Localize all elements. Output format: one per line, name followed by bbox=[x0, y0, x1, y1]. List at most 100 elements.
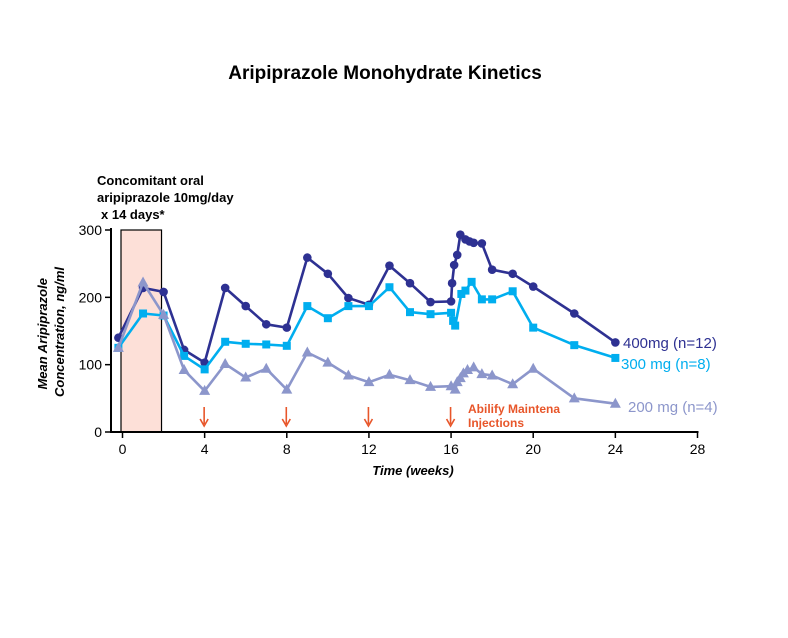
data-point bbox=[344, 293, 353, 303]
shaded-region-label: Concomitant oral aripiprazole 10mg/day x… bbox=[97, 173, 237, 222]
y-axis-label: Mean Aripiprazole Concentration, ng/ml bbox=[35, 267, 67, 397]
x-tick-label: 0 bbox=[119, 441, 127, 457]
injection-label-line-1: Abilify Maintena bbox=[468, 402, 560, 416]
data-point bbox=[486, 369, 498, 380]
injection-label-line-2: Injections bbox=[468, 416, 524, 430]
injection-label: Abilify Maintena Injections bbox=[468, 402, 563, 430]
data-point bbox=[568, 392, 580, 403]
y-tick-label: 100 bbox=[79, 357, 103, 373]
shaded-region-label-line-3: x 14 days* bbox=[101, 207, 166, 222]
data-point bbox=[570, 341, 579, 350]
series-label-200mg: 200 mg (n=4) bbox=[628, 399, 718, 416]
data-point bbox=[611, 353, 620, 362]
axes: 0 100 200 300 0 4 8 12 16 20 24 28 bbox=[79, 222, 706, 457]
data-point bbox=[508, 269, 517, 279]
data-point bbox=[457, 289, 466, 298]
data-point bbox=[199, 384, 211, 395]
y-tick-label: 0 bbox=[94, 424, 102, 440]
data-point bbox=[508, 287, 517, 296]
data-point bbox=[112, 341, 124, 352]
data-point bbox=[262, 340, 271, 349]
injection-arrowhead bbox=[363, 418, 374, 428]
data-point bbox=[303, 302, 312, 311]
data-point bbox=[220, 283, 230, 293]
data-point bbox=[260, 362, 272, 373]
oral-aripiprazole-shaded-region bbox=[120, 229, 163, 433]
data-point bbox=[363, 376, 375, 387]
data-point bbox=[529, 323, 538, 332]
series-label-400mg: 400mg (n=12) bbox=[623, 335, 717, 352]
data-point bbox=[611, 338, 620, 347]
data-point bbox=[447, 308, 456, 317]
data-point bbox=[469, 238, 478, 248]
data-point bbox=[180, 351, 189, 360]
data-point bbox=[282, 323, 292, 332]
data-point bbox=[241, 339, 250, 348]
data-point bbox=[507, 378, 519, 389]
series-2 bbox=[114, 277, 620, 374]
data-point bbox=[200, 365, 209, 374]
data-point bbox=[219, 357, 231, 368]
y-axis-label-line-2: Concentration, ng/ml bbox=[52, 267, 67, 397]
data-point bbox=[462, 364, 473, 375]
data-point bbox=[446, 297, 456, 306]
data-point bbox=[449, 383, 461, 394]
chart-title: Aripiprazole Monohydrate Kinetics bbox=[228, 63, 542, 84]
data-point bbox=[404, 374, 416, 385]
data-point bbox=[282, 341, 291, 350]
data-point bbox=[467, 277, 476, 286]
data-point bbox=[240, 371, 252, 382]
data-point bbox=[323, 269, 333, 279]
series-group bbox=[112, 230, 621, 408]
data-point bbox=[528, 282, 538, 291]
data-point bbox=[477, 295, 486, 304]
data-point bbox=[261, 319, 271, 329]
data-point bbox=[385, 261, 394, 270]
data-point bbox=[449, 260, 459, 270]
series-label-300mg: 300 mg (n=8) bbox=[621, 356, 711, 373]
injection-arrows bbox=[199, 407, 456, 428]
x-tick-label: 24 bbox=[608, 441, 624, 457]
data-point bbox=[178, 364, 190, 375]
data-point bbox=[406, 308, 414, 317]
injection-arrowhead bbox=[281, 418, 291, 428]
y-axis-label-line-1: Mean Aripiprazole bbox=[35, 278, 50, 389]
data-point bbox=[527, 362, 539, 373]
series-line bbox=[117, 233, 617, 364]
x-tick-label: 12 bbox=[361, 441, 377, 457]
y-tick-label: 300 bbox=[79, 222, 103, 238]
data-point bbox=[449, 316, 458, 325]
data-point bbox=[426, 310, 435, 319]
data-point bbox=[159, 287, 168, 297]
data-point bbox=[426, 297, 435, 307]
data-point bbox=[477, 239, 487, 248]
data-point bbox=[323, 314, 332, 323]
y-tick-label: 200 bbox=[79, 289, 103, 305]
injection-arrowhead bbox=[445, 418, 456, 428]
data-point bbox=[468, 361, 480, 372]
shaded-region-label-line-2: aripiprazole 10mg/day bbox=[97, 190, 234, 205]
data-point bbox=[137, 276, 149, 287]
data-point bbox=[322, 356, 334, 367]
series-3 bbox=[112, 276, 621, 408]
data-point bbox=[342, 369, 354, 380]
shaded-region-label-line-1: Concomitant oral bbox=[97, 173, 204, 188]
data-point bbox=[461, 286, 470, 295]
data-point bbox=[476, 368, 488, 379]
data-point bbox=[303, 253, 312, 262]
data-point bbox=[385, 283, 394, 292]
data-point bbox=[221, 337, 230, 346]
data-point bbox=[447, 278, 457, 288]
data-point bbox=[425, 380, 437, 391]
data-point bbox=[158, 308, 170, 319]
data-point bbox=[301, 346, 313, 357]
data-point bbox=[344, 302, 353, 311]
data-point bbox=[281, 383, 293, 394]
data-point bbox=[451, 321, 460, 330]
data-point bbox=[139, 309, 148, 318]
data-point bbox=[383, 368, 395, 379]
x-tick-label: 4 bbox=[201, 441, 209, 457]
injection-arrowhead bbox=[199, 418, 209, 428]
